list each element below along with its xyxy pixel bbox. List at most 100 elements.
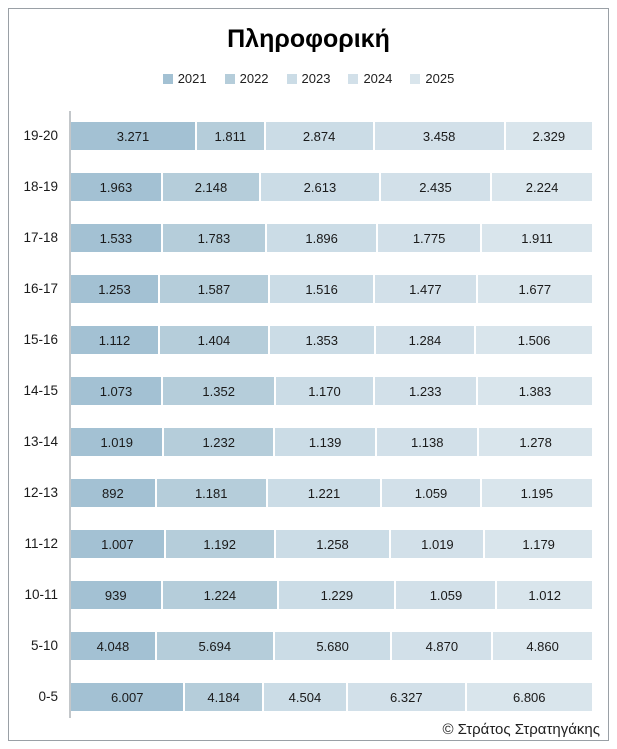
y-axis-label: 5-10 [30,638,58,653]
bar-segment-2022: 1.404 [158,326,268,354]
value-label: 2.874 [302,128,336,144]
value-label: 1.811 [214,128,247,144]
value-label: 1.181 [194,485,228,501]
bar-segment-2025: 1.179 [483,530,592,558]
value-label: 1.477 [409,281,442,297]
copyright-credit: © Στράτος Στρατηγάκης [442,721,600,738]
bar-segment-2025: 1.278 [477,428,592,456]
bar-row: 13-14 1.019 1.232 1.139 1.138 1.278 [23,428,592,456]
value-label: 3.458 [422,128,456,144]
bar-segment-2021: 1.019 [71,428,163,456]
bar-row: 16-17 1.253 1.587 1.516 1.477 1.677 [23,275,592,303]
legend-item-2025: 2025 [410,72,454,85]
legend-swatch-icon [224,73,235,84]
bar-segment-2021: 1.073 [71,377,161,405]
y-axis-label: 16-17 [23,281,58,296]
value-label: 6.327 [390,689,423,705]
value-label: 1.224 [203,587,237,603]
stacked-bar: 1.963 2.148 2.613 2.435 2.224 [71,173,592,201]
bar-row: 5-10 4.048 5.694 5.680 4.870 4.860 [31,632,592,660]
bar-segment-2024: 2.435 [378,173,491,201]
bar-segment-2025: 4.860 [491,632,592,660]
bar-segment-2025: 1.195 [479,479,592,507]
bar-segment-2024: 1.059 [380,479,480,507]
value-label: 6.806 [512,689,546,705]
legend-item-2022: 2022 [224,72,269,85]
value-label: 1.253 [98,281,131,297]
bar-segment-2024: 1.284 [373,326,475,354]
bar-segment-2021: 1.112 [71,326,158,354]
bar-segment-2022: 1.587 [157,275,269,303]
legend-swatch-icon [162,73,173,84]
y-axis-label: 11-12 [24,536,58,551]
stacked-bar: 1.019 1.232 1.139 1.138 1.278 [71,428,592,456]
bar-segment-2021: 3.271 [71,122,195,150]
bar-segment-2021: 4.048 [71,632,155,660]
chart-title: Πληροφορική [227,25,390,53]
value-label: 1.007 [101,536,134,552]
y-axis-label: 18-19 [23,179,58,194]
value-label: 1.896 [305,230,338,246]
bar-segment-2022: 1.352 [161,377,275,405]
value-label: 1.019 [100,434,133,450]
bar-segment-2022: 1.232 [162,428,273,456]
value-label: 939 [104,587,127,603]
y-axis-label: 13-14 [23,434,58,449]
value-label: 1.195 [520,485,554,501]
legend-swatch-icon [410,73,421,84]
value-label: 4.184 [207,689,240,705]
value-label: 1.783 [197,230,231,246]
bar-row: 19-20 3.271 1.811 2.874 3.458 2.329 [23,122,592,150]
value-label: 1.170 [308,383,341,399]
value-label: 1.112 [98,332,131,348]
value-label: 1.233 [408,383,442,399]
legend: 2021 2022 2023 2024 2025 [0,72,617,85]
bar-segment-2021: 1.963 [71,173,161,201]
bar-segment-2023: 1.516 [268,275,374,303]
bar-segment-2022: 1.192 [163,530,274,558]
bar-row: 18-19 1.963 2.148 2.613 2.435 2.224 [23,173,592,201]
stacked-bar: 1.073 1.352 1.170 1.233 1.383 [71,377,592,405]
bar-segment-2023: 2.613 [259,173,379,201]
y-axis-label: 0-5 [38,689,58,704]
bar-segment-2022: 2.148 [160,173,260,201]
value-label: 4.048 [96,638,130,654]
bar-row: 15-16 1.112 1.404 1.353 1.284 1.506 [23,326,592,354]
bar-segment-2023: 1.258 [273,530,390,558]
value-label: 1.353 [305,332,339,348]
value-label: 1.775 [412,230,446,246]
value-label: 6.007 [110,689,144,705]
bar-segment-2021: 6.007 [71,683,184,711]
value-label: 3.271 [116,128,150,144]
value-label: 1.221 [307,485,341,501]
bar-segment-2023: 2.874 [263,122,373,150]
y-axis-label: 10-11 [24,587,58,602]
value-label: 2.148 [194,179,228,195]
bar-segment-2024: 6.327 [346,683,465,711]
value-label: 1.352 [202,383,235,399]
legend-label: 2025 [425,71,455,86]
bar-segment-2023: 1.221 [265,479,381,507]
bar-row: 0-5 6.007 4.184 4.504 6.327 6.806 [38,683,592,711]
bar-segment-2024: 1.477 [373,275,476,303]
legend-label: 2024 [363,71,393,86]
value-label: 1.284 [408,332,442,348]
legend-item-2023: 2023 [286,72,330,85]
legend-swatch-icon [286,73,297,84]
bar-row: 17-18 1.533 1.783 1.896 1.775 1.911 [23,224,592,252]
bar-segment-2021: 892 [71,479,155,507]
bar-row: 11-12 1.007 1.192 1.258 1.019 1.179 [24,530,592,558]
bar-segment-2024: 1.138 [375,428,478,456]
bar-row: 10-11 939 1.224 1.229 1.059 1.012 [24,581,592,609]
bar-segment-2023: 1.139 [272,428,376,456]
bar-segment-2022: 1.783 [160,224,266,252]
bar-segment-2024: 4.870 [390,632,492,660]
stacked-bar: 1.533 1.783 1.896 1.775 1.911 [71,224,592,252]
bar-segment-2024: 1.019 [389,530,484,558]
value-label: 1.258 [316,536,349,552]
value-label: 1.073 [99,383,133,399]
y-axis-label: 17-18 [23,230,58,245]
y-axis-label: 14-15 [23,383,58,398]
value-label: 2.329 [532,128,566,144]
value-label: 1.506 [517,332,551,348]
